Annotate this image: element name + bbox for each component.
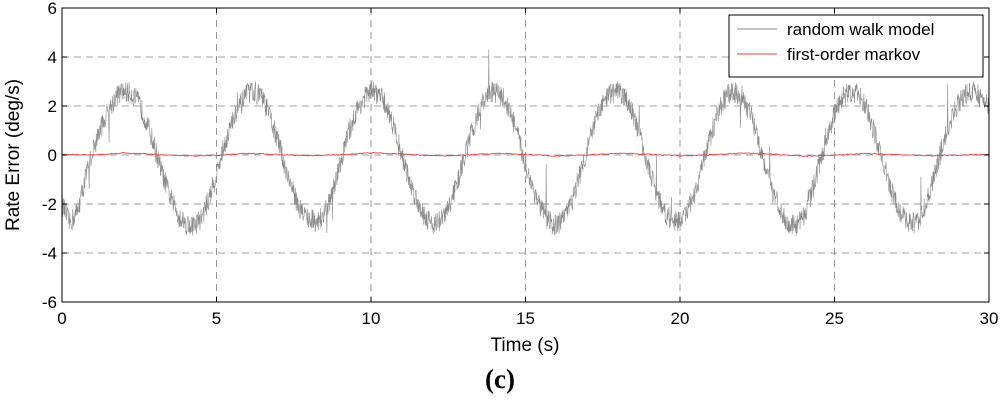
x-tick-label: 20 [671,309,690,328]
y-tick-label: -6 [42,293,57,312]
legend-label: first-order markov [787,45,921,64]
panel-caption: (c) [485,364,515,394]
series-line-random-walk-model [61,49,990,236]
x-tick-label: 15 [516,309,535,328]
y-tick-label: 6 [48,0,57,18]
legend: random walk model first-order markov [728,14,984,78]
x-tick-label: 0 [57,309,66,328]
x-tick-label: 10 [362,309,381,328]
series-line-first-order-markov [61,152,990,157]
axis-ticks: 0 5 10 15 20 25 30 -6 -4 -2 0 2 4 6 [42,0,999,328]
y-tick-label: -4 [42,244,57,263]
x-tick-label: 25 [825,309,844,328]
x-tick-label: 5 [212,309,221,328]
y-tick-label: 2 [48,97,57,116]
legend-box [728,14,984,78]
x-tick-label: 30 [980,309,999,328]
series-layer [61,49,990,236]
x-axis-label: Time (s) [491,335,560,356]
y-tick-label: -2 [42,195,57,214]
legend-label: random walk model [787,20,934,39]
y-tick-label: 0 [48,146,57,165]
y-tick-label: 4 [48,48,57,67]
y-axis-label: Rate Error (deg/s) [3,79,24,231]
